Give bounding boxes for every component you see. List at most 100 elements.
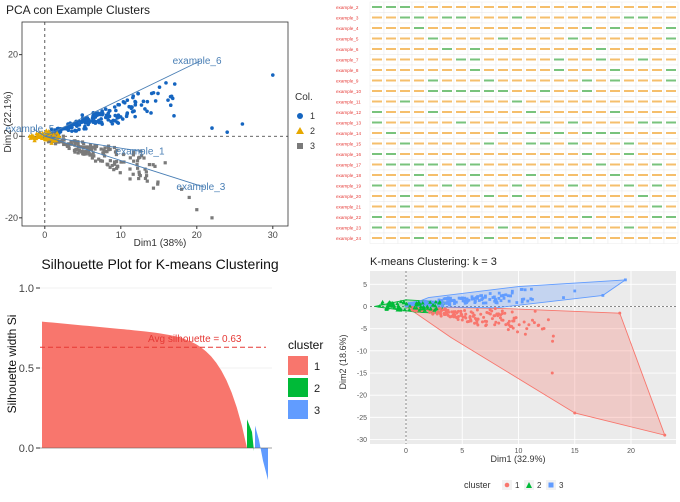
table-cell-value	[386, 226, 396, 229]
table-cell-value	[456, 163, 466, 166]
silhouette-legend-key-1	[288, 356, 308, 375]
table-cell-value	[666, 100, 676, 103]
table-cell-value	[512, 48, 522, 50]
kmeans-point-cluster1	[503, 311, 507, 315]
table-cell-value	[554, 163, 564, 166]
kmeans-point-cluster2	[417, 308, 422, 312]
kmeans-point-cluster3	[405, 304, 409, 308]
table-row-label: example_8	[336, 68, 359, 73]
kmeans-point-cluster3	[470, 295, 474, 299]
pca-point-cluster1	[133, 114, 137, 119]
pca-point-cluster2	[51, 132, 56, 137]
pca-point-cluster3	[72, 148, 77, 152]
table-cell-value	[568, 6, 578, 8]
table-cell-value	[414, 111, 424, 113]
kmeans-point-cluster1	[500, 312, 504, 316]
pca-arrow	[44, 60, 201, 137]
table-cell-value	[540, 205, 550, 208]
pca-point-cluster1	[153, 99, 158, 103]
table-cell-value	[414, 90, 424, 92]
table-cell-value	[442, 184, 452, 187]
table-cell-value	[540, 195, 550, 197]
pca-point-cluster3	[108, 165, 112, 169]
pca-point-cluster3	[46, 140, 51, 144]
kmeans-point-cluster3	[481, 301, 485, 305]
kmeans-point-cluster2	[385, 303, 390, 308]
table-cell-value	[400, 69, 410, 71]
kmeans-point-cluster3	[422, 301, 426, 305]
table-cell-value	[638, 6, 648, 8]
table-cell-value	[554, 48, 564, 50]
table-cell-value	[652, 79, 662, 82]
table-cell-value	[386, 16, 396, 19]
table-cell-value	[624, 132, 634, 134]
table-cell-value	[540, 6, 550, 8]
kmeans-point-cluster1	[510, 324, 514, 328]
pca-point-cluster1	[121, 100, 126, 104]
table-cell-value	[638, 27, 648, 29]
table-cell-value	[526, 111, 536, 113]
kmeans-point-cluster1	[512, 316, 516, 320]
pca-point-cluster3	[102, 148, 106, 152]
kmeans-point-cluster3	[441, 304, 444, 307]
table-cell-value	[582, 16, 592, 19]
kmeans-point-cluster1	[525, 327, 529, 331]
table-cell-value	[554, 184, 564, 187]
table-cell-value	[596, 37, 606, 40]
kmeans-point-cluster1	[533, 309, 537, 313]
pca-point-cluster3	[86, 150, 90, 154]
table-cell-value	[470, 205, 480, 208]
table-cell-value	[442, 6, 452, 8]
table-cell-value	[470, 121, 480, 124]
table-cell-value	[554, 58, 564, 61]
table-cell-value	[372, 79, 382, 82]
silhouette-cluster3-area	[255, 425, 268, 480]
table-cell-value	[568, 216, 578, 218]
table-cell-value	[498, 132, 508, 134]
table-cell-value	[428, 27, 438, 29]
kmeans-point-cluster3	[497, 291, 501, 295]
kmeans-point-cluster2	[395, 308, 400, 312]
kmeans-ytick-label: -30	[357, 437, 367, 444]
table-cell-value	[372, 48, 382, 50]
kmeans-point-cluster2	[428, 300, 433, 304]
table-cell-value	[540, 163, 550, 166]
table-cell-value	[372, 174, 382, 176]
kmeans-ytick-label: -20	[357, 393, 367, 400]
table-cell-value	[652, 195, 662, 197]
table-cell-value	[568, 90, 578, 92]
table-cell-value	[470, 174, 480, 176]
kmeans-point-cluster2	[432, 308, 437, 312]
kmeans-point-cluster2	[407, 304, 412, 308]
pca-point-cluster1	[120, 117, 125, 121]
table-cell-value	[456, 205, 466, 208]
table-cell-value	[526, 79, 536, 82]
table-cell-value	[400, 37, 410, 40]
table-cell-value	[540, 27, 550, 29]
kmeans-point-cluster2	[412, 305, 417, 310]
kmeans-point-cluster3	[488, 298, 492, 301]
table-cell-value	[652, 16, 662, 19]
table-cell-value	[414, 205, 424, 208]
table-cell-value	[638, 79, 648, 82]
table-cell-value	[540, 216, 550, 218]
pca-point-cluster3	[156, 180, 160, 184]
table-cell-value	[386, 90, 396, 92]
table-cell-value	[456, 6, 466, 8]
pca-point-cluster1	[166, 98, 170, 102]
pca-point-cluster1	[130, 109, 135, 114]
table-cell-value	[414, 27, 424, 29]
table-cell-value	[554, 216, 564, 218]
pca-point-cluster3	[151, 163, 155, 167]
table-cell-value	[414, 163, 424, 166]
kmeans-point-cluster3	[464, 300, 468, 304]
table-cell-value	[498, 37, 508, 40]
table-cell-value	[624, 216, 634, 218]
table-cell-value	[554, 6, 564, 8]
table-cell-value	[596, 6, 606, 8]
pca-point-cluster1	[271, 73, 275, 77]
table-cell-value	[386, 100, 396, 103]
table-cell-value	[414, 58, 424, 61]
table-cell-value	[526, 69, 536, 71]
table-cell-value	[610, 16, 620, 19]
